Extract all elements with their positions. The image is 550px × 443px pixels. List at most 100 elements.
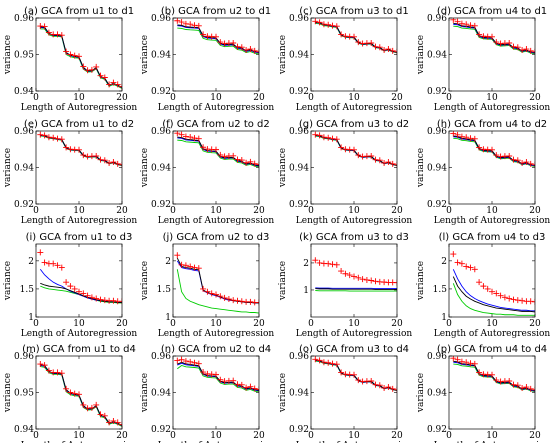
y-axis-label: variance [140, 261, 150, 301]
y-tick-label: 0.95 [14, 51, 34, 61]
data-point [191, 264, 198, 271]
data-point [97, 72, 104, 79]
x-tick-label: 0 [446, 93, 452, 103]
data-point [527, 385, 534, 392]
data-point [329, 360, 336, 367]
data-point [454, 259, 461, 266]
x-axis-label: Length of Autoregression [434, 103, 550, 113]
subplot-title: (n) GCA from u2 to d4 [161, 344, 271, 355]
data-point [114, 81, 121, 88]
x-tick-label: 10 [210, 93, 222, 103]
data-point [514, 297, 521, 304]
data-point [58, 370, 65, 377]
subplot-l: (l) GCA from u4 to d3 0 10 20 1 1.5 2 Length of… [416, 232, 550, 339]
series-line [177, 361, 259, 391]
plot-frame [310, 130, 398, 205]
data-layer [37, 361, 122, 428]
data-point [320, 359, 327, 366]
data-point [471, 135, 478, 142]
plot-frame [35, 130, 123, 205]
data-point [351, 273, 357, 280]
y-axis-label: variance [3, 35, 13, 75]
data-point [93, 153, 100, 160]
data-point [510, 43, 517, 50]
data-point [225, 296, 232, 303]
data-point [67, 283, 74, 290]
series-line [315, 290, 397, 292]
data-point [88, 66, 95, 73]
data-point [471, 360, 478, 367]
series-line [177, 136, 259, 166]
series-line [453, 23, 535, 53]
data-point [325, 134, 332, 141]
data-point [88, 294, 95, 301]
data-point [54, 31, 61, 38]
y-axis-label: variance [416, 148, 426, 188]
x-axis-label: Length of Autoregression [158, 216, 275, 226]
data-point [76, 146, 82, 153]
data-point [101, 157, 108, 164]
x-axis-label: Length of Autoregression [21, 216, 138, 226]
data-point [519, 297, 526, 304]
data-point [191, 135, 198, 142]
data-point [476, 31, 483, 38]
plot-frame [172, 355, 260, 430]
data-point [381, 384, 388, 391]
x-tick-label: 0 [446, 206, 452, 216]
data-point [359, 276, 366, 283]
data-point [71, 52, 78, 59]
data-point [63, 144, 70, 151]
subplot-title: (l) GCA from u4 to d3 [439, 232, 546, 243]
data-point [230, 297, 237, 304]
x-axis-label: Length of Autoregression [296, 441, 413, 443]
data-point [182, 358, 189, 365]
data-point [54, 262, 61, 269]
data-point [119, 298, 122, 305]
plot-area [311, 244, 397, 317]
data-layer [174, 356, 259, 393]
y-axis-label: variance [140, 148, 150, 188]
data-point [510, 381, 517, 388]
data-point [213, 33, 219, 40]
data-point [50, 260, 57, 267]
y-tick-label: 0.96 [14, 352, 34, 362]
data-point [450, 131, 457, 137]
data-point [80, 152, 87, 159]
data-point [41, 132, 48, 139]
subplot-k: (k) GCA from u3 to d3 0 10 20 1 2 Length of Au… [278, 232, 412, 339]
data-point [514, 44, 521, 51]
data-point [454, 131, 461, 138]
plot-frame [172, 243, 260, 318]
data-point [342, 270, 349, 277]
data-point [200, 369, 207, 376]
data-point [338, 144, 345, 151]
data-point [372, 278, 379, 285]
data-point [489, 288, 495, 295]
x-tick-label: 10 [73, 206, 85, 216]
data-point [45, 134, 52, 141]
data-point [376, 157, 383, 164]
data-point [101, 412, 108, 419]
series-line [315, 287, 397, 290]
data-point [493, 152, 500, 159]
y-tick-label: 0.94 [289, 51, 309, 61]
data-point [501, 294, 508, 301]
y-axis-label: variance [3, 148, 13, 188]
y-tick-label: 0.92 [427, 200, 447, 210]
data-point [355, 152, 362, 159]
y-tick-label: 1.5 [20, 285, 35, 295]
data-layer [37, 249, 122, 305]
data-point [234, 156, 241, 163]
plot-frame [310, 17, 398, 92]
data-point [63, 385, 70, 392]
data-point [519, 384, 526, 391]
data-point [97, 156, 104, 163]
data-point [510, 296, 517, 303]
data-point [114, 160, 121, 167]
data-point [54, 135, 61, 142]
data-point [93, 295, 100, 302]
x-tick-label: 0 [308, 93, 314, 103]
data-point [394, 279, 397, 286]
y-tick-label: 0.92 [14, 200, 34, 210]
y-tick-label: 0.92 [289, 200, 309, 210]
